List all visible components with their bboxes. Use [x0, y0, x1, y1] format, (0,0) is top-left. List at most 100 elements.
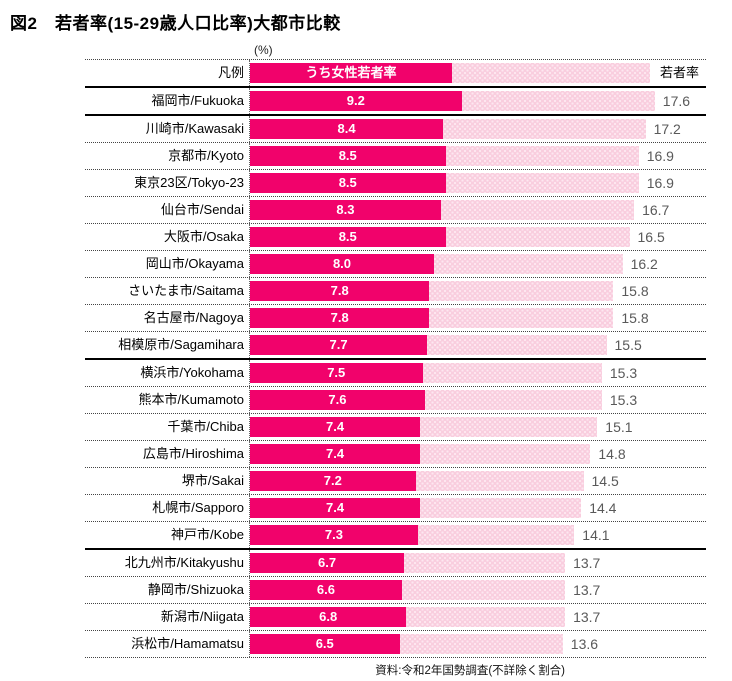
total-value: 13.7 [573, 555, 601, 571]
female-bar: 6.5 [250, 634, 400, 654]
legend-total-label: 若者率 [660, 65, 700, 80]
row-label: 東京23区/Tokyo-23 [134, 175, 244, 190]
legend-row-label: 凡例 [217, 65, 244, 80]
row-bars: 7.4 14.4 [249, 495, 706, 521]
row-bars: 6.5 13.6 [249, 631, 706, 657]
row-bars: 8.4 17.2 [249, 116, 706, 142]
row-bars: 7.4 15.1 [249, 414, 706, 440]
row-label: 京都市/Kyoto [168, 148, 244, 163]
row-bars: 7.2 14.5 [249, 468, 706, 494]
female-bar: 9.2 [250, 91, 462, 111]
row-label: 熊本市/Kumamoto [138, 392, 244, 407]
female-bar: 8.3 [250, 200, 441, 220]
chart-row: 川崎市/Kawasaki 8.4 17.2 [85, 116, 706, 143]
female-bar: 7.8 [250, 281, 430, 301]
total-value: 14.4 [589, 500, 617, 516]
chart-row: 京都市/Kyoto 8.5 16.9 [85, 143, 706, 170]
legend-row: 凡例 うち女性若者率 若者率 [85, 60, 706, 88]
row-label: 広島市/Hiroshima [142, 446, 244, 461]
youth-rate-figure: 図2 若者率(15-29歳人口比率)大都市比較 (%) 凡例 うち女性若者率 若… [0, 9, 732, 681]
total-value: 15.8 [621, 283, 649, 299]
total-value: 16.9 [646, 148, 674, 164]
row-label: 北九州市/Kitakyushu [124, 555, 244, 570]
female-bar: 7.4 [250, 444, 421, 464]
row-label: 浜松市/Hamamatsu [131, 636, 244, 651]
female-bar: 7.6 [250, 390, 425, 410]
row-bars: 7.8 15.8 [249, 305, 706, 331]
chart-row: 広島市/Hiroshima 7.4 14.8 [85, 441, 706, 468]
chart-row: 大阪市/Osaka 8.5 16.5 [85, 224, 706, 251]
row-label: 岡山市/Okayama [145, 256, 244, 271]
row-label: 新潟市/Niigata [160, 609, 244, 624]
female-bar: 7.2 [250, 471, 416, 491]
total-value: 13.7 [573, 582, 601, 598]
chart-row: さいたま市/Saitama 7.8 15.8 [85, 278, 706, 305]
row-label: 札幌市/Sapporo [152, 500, 244, 515]
row-bars: 7.3 14.1 [249, 522, 706, 548]
total-value: 15.3 [609, 365, 638, 381]
row-label: 仙台市/Sendai [160, 202, 244, 217]
female-bar: 7.3 [250, 525, 418, 545]
female-bar: 6.8 [250, 607, 407, 627]
figure-title: 図2 若者率(15-29歳人口比率)大都市比較 [10, 14, 341, 33]
row-bars: 7.5 15.3 [249, 360, 706, 386]
chart-row: 相模原市/Sagamihara 7.7 15.5 [85, 332, 706, 360]
total-value: 17.6 [662, 93, 691, 109]
row-label: 静岡市/Shizuoka [147, 582, 244, 597]
row-label: 相模原市/Sagamihara [118, 337, 244, 352]
total-value: 15.1 [605, 419, 633, 435]
chart-row: 横浜市/Yokohama 7.5 15.3 [85, 360, 706, 387]
row-label: さいたま市/Saitama [128, 283, 244, 298]
female-bar: 8.4 [250, 119, 444, 139]
total-value: 16.7 [642, 202, 670, 218]
total-value: 16.5 [637, 229, 665, 245]
legend-bars: うち女性若者率 若者率 [249, 60, 706, 86]
row-bars: 8.5 16.5 [249, 224, 706, 250]
row-bars: 8.5 16.9 [249, 143, 706, 169]
total-value: 13.7 [573, 609, 601, 625]
chart-row: 名古屋市/Nagoya 7.8 15.8 [85, 305, 706, 332]
chart-row: 北九州市/Kitakyushu 6.7 13.7 [85, 550, 706, 577]
row-bars: 6.7 13.7 [249, 550, 706, 576]
row-bars: 8.5 16.9 [249, 170, 706, 196]
chart-row: 岡山市/Okayama 8.0 16.2 [85, 251, 706, 278]
total-value: 14.8 [598, 446, 626, 462]
chart-table: 凡例 うち女性若者率 若者率 福岡市/Fukuoka 9.2 17.6 川崎市/Kaw… [85, 59, 706, 658]
female-bar: 8.5 [250, 227, 446, 247]
total-value: 13.6 [570, 636, 599, 652]
total-value: 15.3 [609, 392, 638, 408]
chart-row: 熊本市/Kumamoto 7.6 15.3 [85, 387, 706, 414]
chart-row: 神戸市/Kobe 7.3 14.1 [85, 522, 706, 550]
row-label: 名古屋市/Nagoya [143, 310, 244, 325]
row-label: 大阪市/Osaka [163, 229, 244, 244]
chart-row: 堺市/Sakai 7.2 14.5 [85, 468, 706, 495]
row-label: 横浜市/Yokohama [140, 365, 244, 380]
female-bar: 8.5 [250, 146, 446, 166]
chart-row: 札幌市/Sapporo 7.4 14.4 [85, 495, 706, 522]
chart-row: 静岡市/Shizuoka 6.6 13.7 [85, 577, 706, 604]
total-value: 16.9 [646, 175, 674, 191]
chart-row: 東京23区/Tokyo-23 8.5 16.9 [85, 170, 706, 197]
source-note: 資料:令和2年国勢調査(不詳除く割合) [375, 665, 565, 677]
total-value: 15.5 [614, 337, 642, 353]
row-label: 神戸市/Kobe [171, 527, 244, 542]
female-bar: 8.5 [250, 173, 446, 193]
legend-female-label: うち女性若者率 [305, 65, 397, 80]
legend-female-swatch: うち女性若者率 [250, 63, 452, 83]
female-bar: 7.7 [250, 335, 428, 355]
total-value: 14.5 [591, 473, 619, 489]
total-value: 15.8 [621, 310, 649, 326]
chart-row: 新潟市/Niigata 6.8 13.7 [85, 604, 706, 631]
row-bars: 7.8 15.8 [249, 278, 706, 304]
chart-row: 仙台市/Sendai 8.3 16.7 [85, 197, 706, 224]
female-bar: 7.4 [250, 498, 421, 518]
row-label: 堺市/Sakai [181, 473, 244, 488]
female-bar: 7.4 [250, 417, 421, 437]
female-bar: 8.0 [250, 254, 434, 274]
chart-row: 浜松市/Hamamatsu 6.5 13.6 [85, 631, 706, 658]
total-value: 16.2 [630, 256, 658, 272]
row-bars: 8.3 16.7 [249, 197, 706, 223]
row-bars: 6.6 13.7 [249, 577, 706, 603]
row-bars: 7.7 15.5 [249, 332, 706, 358]
row-bars: 9.2 17.6 [249, 88, 706, 114]
